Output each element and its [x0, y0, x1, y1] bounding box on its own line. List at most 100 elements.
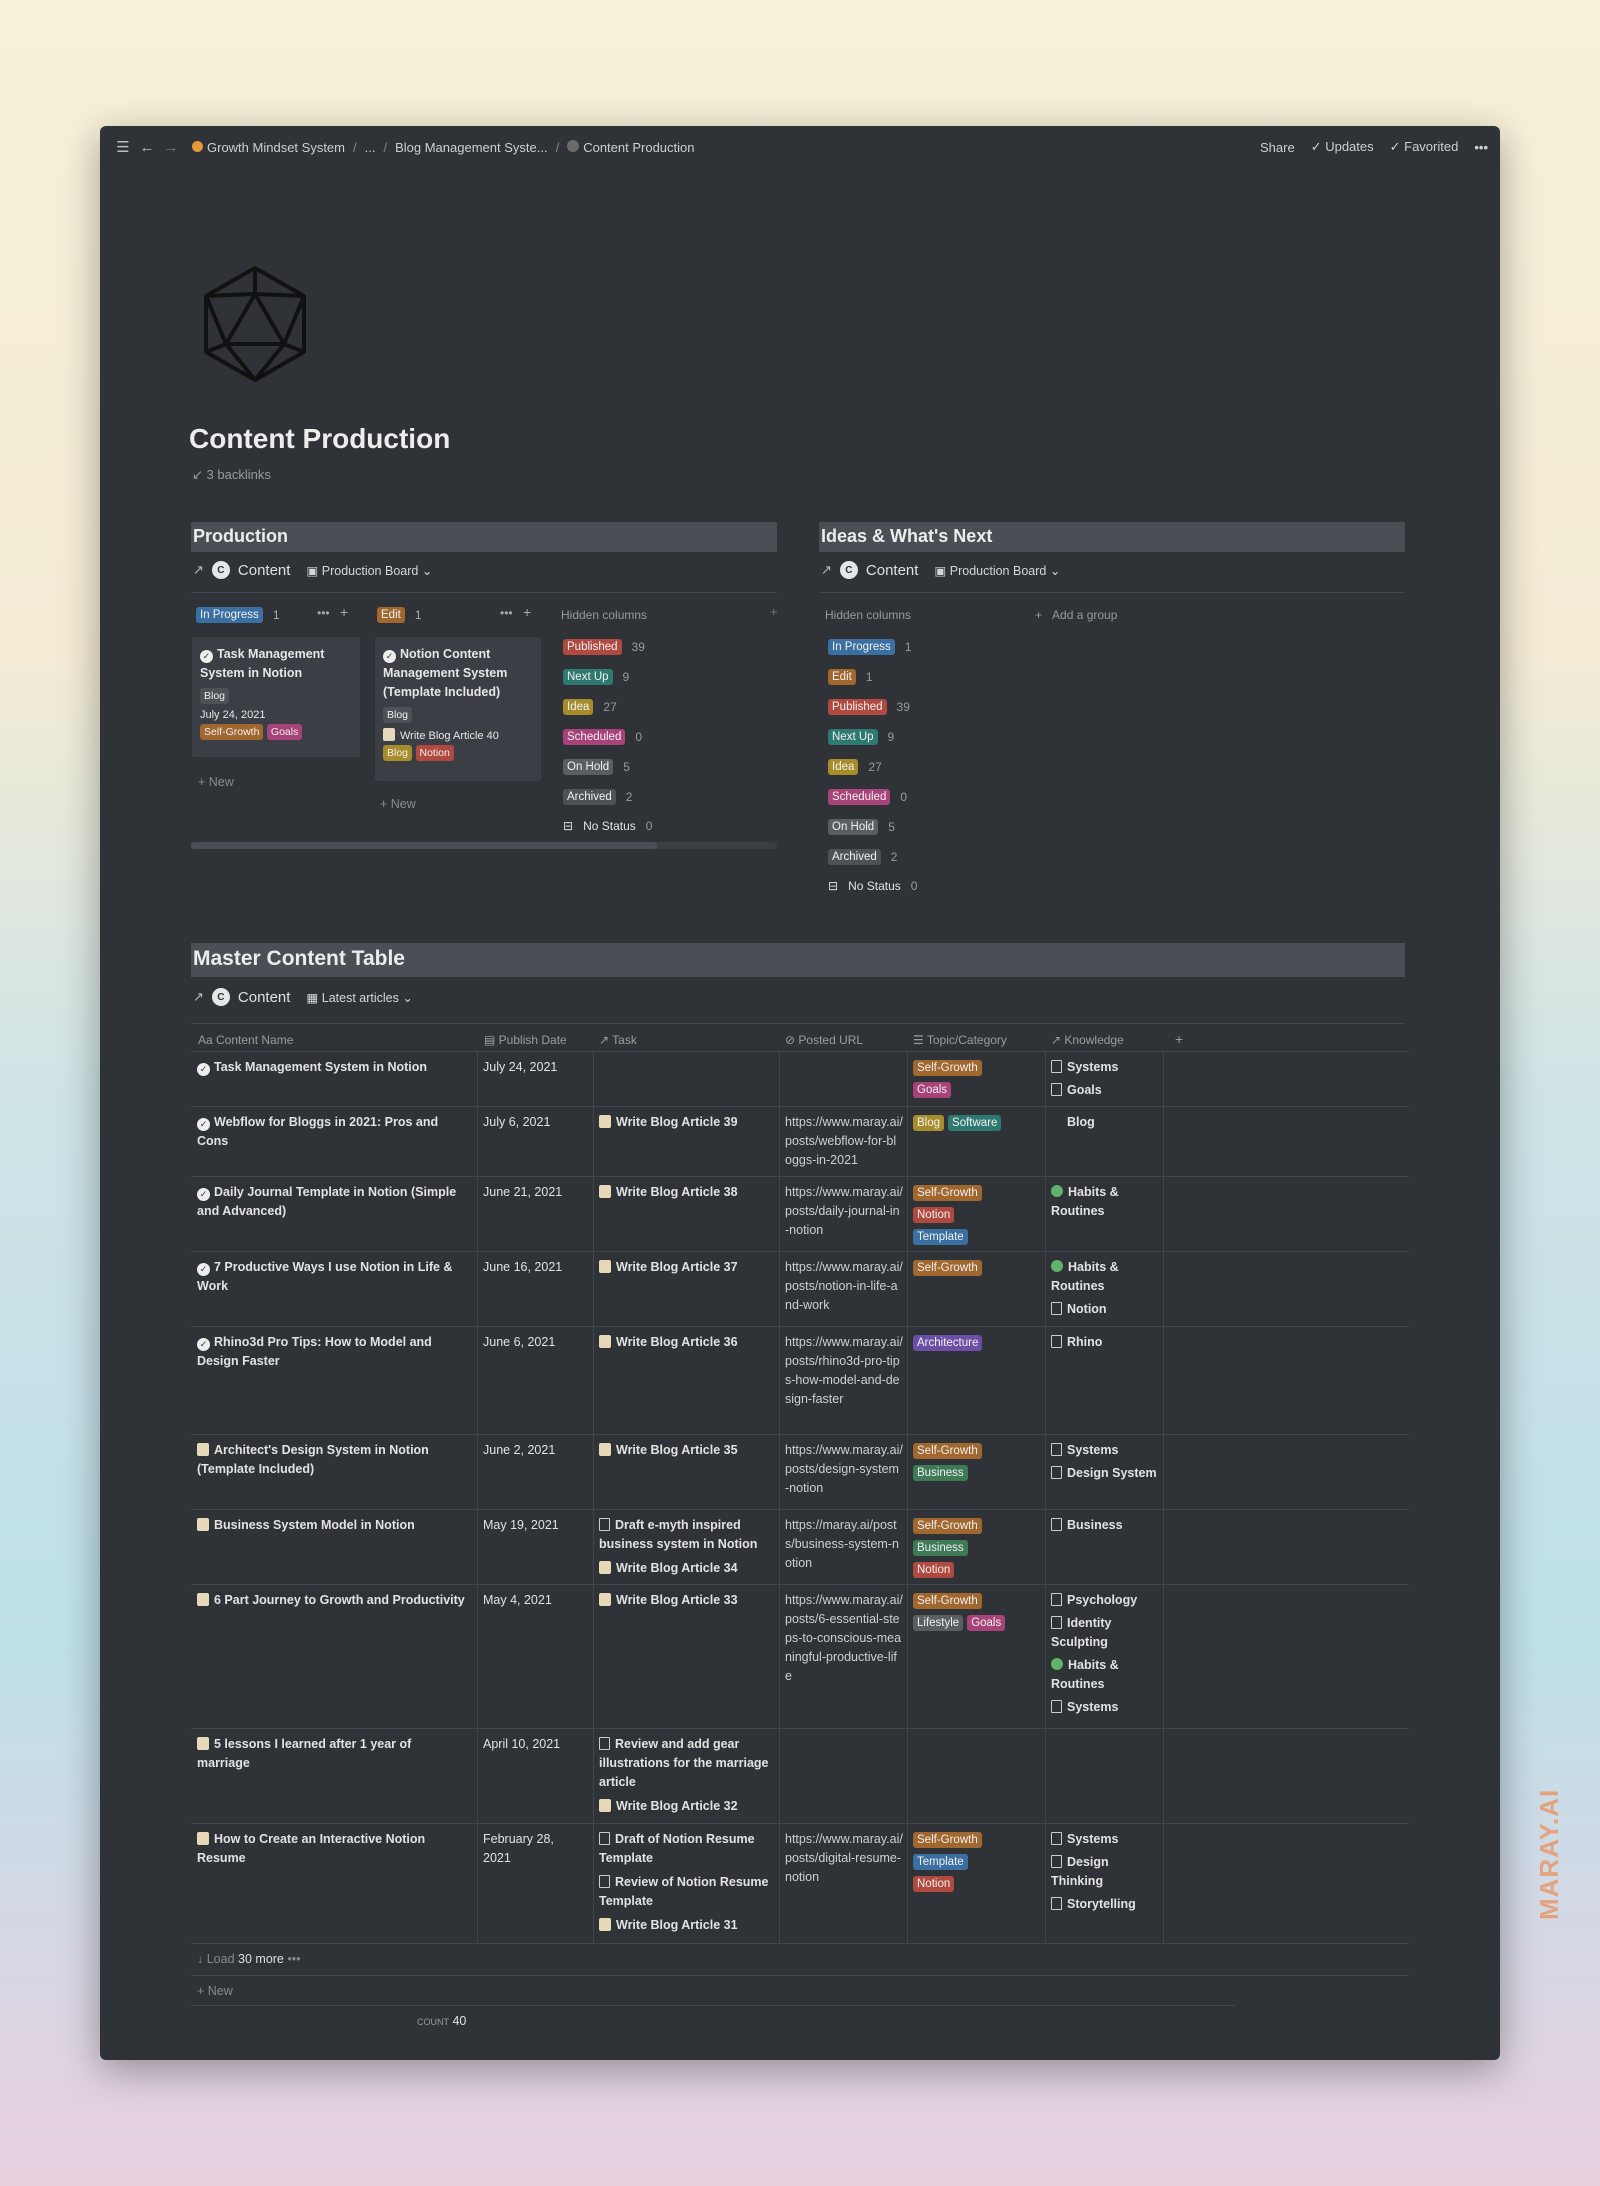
topic-category-cell[interactable]: Self-Growth Goals	[913, 1058, 1043, 1102]
publish-date-cell[interactable]: May 4, 2021	[483, 1593, 552, 1607]
table-row[interactable]: Architect's Design System in Notion (Tem…	[191, 1434, 1409, 1509]
view-switcher[interactable]: ▣ Production Board ⌄	[306, 563, 433, 578]
content-name-cell[interactable]: ✓ Daily Journal Template in Notion (Simpl…	[197, 1185, 457, 1218]
knowledge-link[interactable]: Blog	[1067, 1115, 1095, 1129]
task-cell[interactable]: Draft of Notion Resume Template Review of…	[599, 1830, 769, 1940]
knowledge-link[interactable]: Habits & Routines	[1051, 1260, 1119, 1293]
task-cell[interactable]: Write Blog Article 33	[599, 1591, 769, 1615]
hidden-group-row[interactable]: Scheduled 0	[828, 789, 907, 805]
table-row[interactable]: How to Create an Interactive Notion Resu…	[191, 1823, 1409, 1943]
task-link[interactable]: Write Blog Article 31	[599, 1916, 769, 1935]
knowledge-link[interactable]: Psychology	[1051, 1591, 1161, 1610]
topic-category-cell[interactable]: Architecture	[913, 1333, 1043, 1355]
knowledge-cell[interactable]: Habits & Routines	[1051, 1183, 1161, 1225]
column-header-task[interactable]: ↗ Task	[599, 1033, 637, 1047]
new-card-button[interactable]: + New	[198, 775, 234, 789]
task-cell[interactable]: Write Blog Article 39	[599, 1113, 769, 1137]
hidden-group-row[interactable]: In Progress 1	[828, 639, 912, 655]
knowledge-link[interactable]: Rhino	[1051, 1333, 1161, 1352]
task-link[interactable]: Write Blog Article 35	[599, 1441, 769, 1460]
topic-category-cell[interactable]: Self-Growth Notion Template	[913, 1183, 1043, 1249]
knowledge-link[interactable]: Goals	[1051, 1081, 1161, 1100]
new-row[interactable]: + New	[191, 1975, 1409, 2005]
knowledge-link[interactable]: Notion	[1051, 1300, 1161, 1319]
task-link[interactable]: Write Blog Article 39	[599, 1113, 769, 1132]
backlinks-link[interactable]: ↙ 3 backlinks	[192, 467, 271, 482]
knowledge-link[interactable]: Systems	[1051, 1830, 1161, 1849]
content-name-cell[interactable]: Architect's Design System in Notion (Tem…	[197, 1443, 429, 1476]
publish-date-cell[interactable]: June 16, 2021	[483, 1260, 563, 1274]
posted-url-cell[interactable]: https://www.maray.ai/posts/notion-in-lif…	[785, 1260, 903, 1312]
content-name-cell[interactable]: Business System Model in Notion	[197, 1516, 467, 1535]
group-header-in-progress[interactable]: In Progress 1	[196, 607, 280, 623]
task-link[interactable]: Write Blog Article 37	[599, 1258, 769, 1277]
hidden-group-row[interactable]: Published 39	[563, 639, 645, 655]
task-link[interactable]: Draft of Notion Resume Template	[599, 1832, 755, 1865]
group-header-edit[interactable]: Edit 1	[377, 607, 422, 623]
breadcrumb-item-ellipsis[interactable]: ...	[364, 139, 376, 155]
database-title[interactable]: Content	[237, 561, 291, 579]
hidden-group-row[interactable]: ⊟ No Status 0	[563, 819, 652, 833]
knowledge-link[interactable]: Habits & Routines	[1051, 1658, 1119, 1691]
knowledge-link[interactable]: Systems	[1051, 1441, 1161, 1460]
knowledge-link[interactable]: Habits & Routines	[1051, 1185, 1119, 1218]
column-header-content-name[interactable]: Aa Content Name	[198, 1033, 294, 1047]
publish-date-cell[interactable]: April 10, 2021	[483, 1737, 561, 1751]
task-link[interactable]: Write Blog Article 33	[599, 1591, 769, 1610]
topic-category-cell[interactable]: Blog Software	[913, 1113, 1043, 1132]
content-name-cell[interactable]: How to Create an Interactive Notion Resu…	[197, 1832, 426, 1865]
board-card[interactable]: ✓ Task Management System in Notion Blog J…	[192, 637, 360, 757]
knowledge-link[interactable]: Identity Sculpting	[1051, 1616, 1112, 1649]
knowledge-cell[interactable]: Rhino	[1051, 1333, 1161, 1356]
topic-category-cell[interactable]: Self-Growth Business	[913, 1441, 1043, 1485]
table-row[interactable]: 6 Part Journey to Growth and Productivit…	[191, 1584, 1409, 1728]
table-row[interactable]: ✓ 7 Productive Ways I use Notion in Life …	[191, 1251, 1409, 1326]
table-row[interactable]: ✓ Daily Journal Template in Notion (Simpl…	[191, 1176, 1409, 1251]
count-summary[interactable]: COUNT 40	[417, 2014, 467, 2028]
column-header-knowledge[interactable]: ↗ Knowledge	[1051, 1033, 1124, 1047]
hidden-group-row[interactable]: On Hold 5	[828, 819, 895, 835]
topic-category-cell[interactable]: Self-Growth Business Notion	[913, 1516, 1043, 1582]
task-link[interactable]: Write Blog Article 34	[599, 1559, 769, 1578]
new-row-button[interactable]: + New	[197, 1984, 233, 1998]
task-cell[interactable]: Write Blog Article 38	[599, 1183, 769, 1207]
table-row[interactable]: ✓ Task Management System in Notion July 24…	[191, 1051, 1409, 1106]
hidden-group-row[interactable]: Archived 2	[828, 849, 897, 865]
topic-category-cell[interactable]: Self-Growth	[913, 1258, 1043, 1280]
task-link[interactable]: Draft e-myth inspired business system in…	[599, 1518, 758, 1551]
forward-arrow-icon[interactable]: →	[163, 138, 179, 156]
hidden-group-row[interactable]: Published 39	[828, 699, 910, 715]
add-group-button[interactable]: + Add a group	[1035, 608, 1118, 622]
knowledge-cell[interactable]: Habits & Routines Notion	[1051, 1258, 1161, 1323]
group-more-icon[interactable]: •••	[500, 606, 513, 620]
table-row[interactable]: ✓ Rhino3d Pro Tips: How to Model and Desi…	[191, 1326, 1409, 1434]
content-name-cell[interactable]: ✓ Rhino3d Pro Tips: How to Model and Desi…	[197, 1335, 432, 1368]
table-row[interactable]: 5 lessons I learned after 1 year of marr…	[191, 1728, 1409, 1823]
posted-url-cell[interactable]: https://www.maray.ai/posts/digital-resum…	[785, 1832, 903, 1884]
group-add-icon[interactable]: +	[523, 604, 532, 620]
task-link[interactable]: Review and add gear illustrations for th…	[599, 1737, 769, 1789]
scrollbar-thumb[interactable]	[191, 842, 657, 849]
updates-button[interactable]: ✓ Updates	[1310, 139, 1374, 154]
posted-url-cell[interactable]: https://www.maray.ai/posts/6-essential-s…	[785, 1593, 903, 1683]
posted-url-cell[interactable]: https://www.maray.ai/posts/webflow-for-b…	[785, 1115, 903, 1167]
publish-date-cell[interactable]: July 6, 2021	[483, 1115, 551, 1129]
view-switcher[interactable]: ▦ Latest articles ⌄	[306, 990, 413, 1005]
posted-url-cell[interactable]: https://www.maray.ai/posts/daily-journal…	[785, 1185, 903, 1237]
posted-url-cell[interactable]: https://www.maray.ai/posts/rhino3d-pro-t…	[785, 1335, 903, 1406]
breadcrumb-item-growth-mindset[interactable]: Growth Mindset System	[192, 140, 345, 155]
knowledge-cell[interactable]: Blog	[1051, 1113, 1161, 1136]
database-title[interactable]: Content	[237, 988, 291, 1006]
table-row[interactable]: Business System Model in Notion May 19, 2…	[191, 1509, 1409, 1584]
posted-url-cell[interactable]: https://maray.ai/posts/business-system-n…	[785, 1518, 899, 1570]
more-options-icon[interactable]: •••	[287, 1952, 301, 1966]
task-cell[interactable]: Review and add gear illustrations for th…	[599, 1735, 769, 1821]
publish-date-cell[interactable]: June 2, 2021	[483, 1443, 556, 1457]
publish-date-cell[interactable]: July 24, 2021	[483, 1060, 558, 1074]
knowledge-cell[interactable]: Business	[1051, 1516, 1161, 1539]
column-header-publish-date[interactable]: ▤ Publish Date	[484, 1033, 567, 1047]
hidden-group-row[interactable]: Archived 2	[563, 789, 632, 805]
knowledge-link[interactable]: Design Thinking	[1051, 1855, 1109, 1888]
knowledge-link[interactable]: Storytelling	[1051, 1895, 1161, 1914]
hidden-add-icon[interactable]: +	[770, 604, 778, 619]
